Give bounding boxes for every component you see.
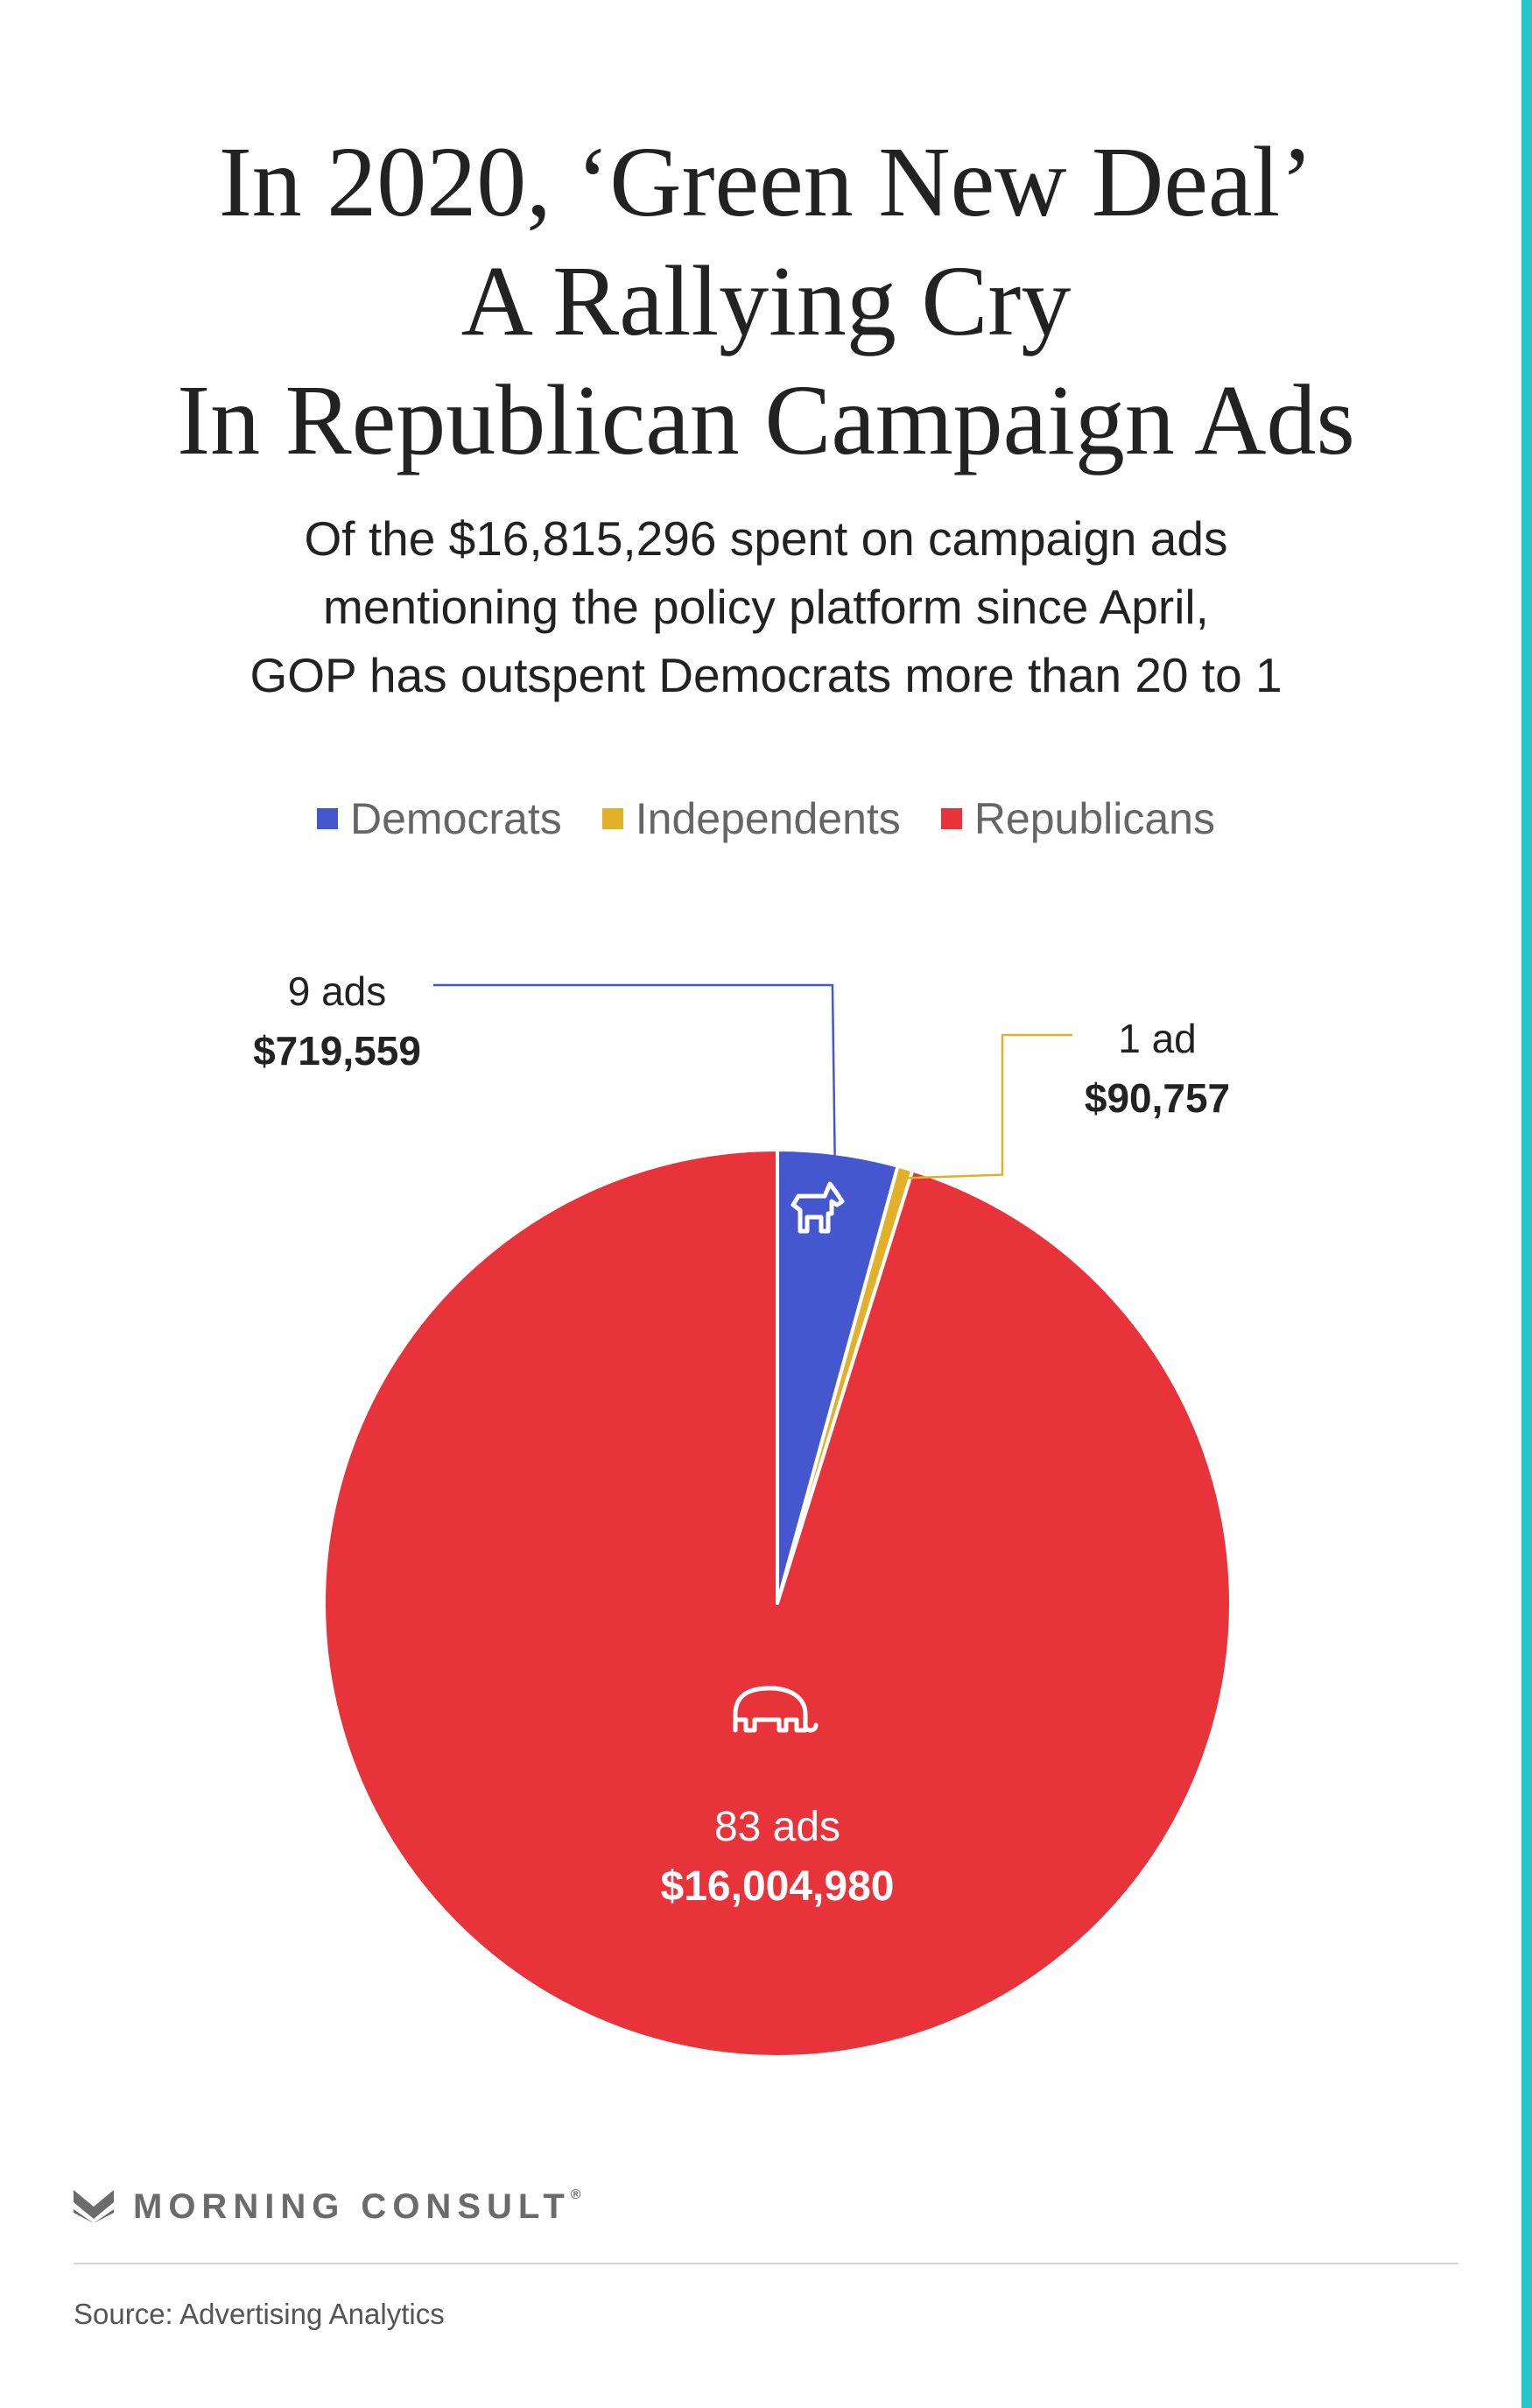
morning-consult-m-icon [74, 2190, 114, 2223]
legend-item-democrats: Democrats [317, 793, 562, 844]
title-line-1: In 2020, ‘Green New Deal’ [218, 126, 1314, 237]
legend-swatch-republicans [940, 808, 962, 829]
legend-swatch-independents [601, 808, 623, 829]
brand-name-text: MORNING CONSULT [133, 2186, 571, 2226]
legend-item-republicans: Republicans [940, 793, 1215, 844]
footer-divider [74, 2263, 1458, 2264]
data-label-democrats-ads: 9 ads [288, 968, 387, 1014]
title-line-3: In Republican Campaign Ads [177, 364, 1355, 475]
legend-label-republicans: Republicans [973, 794, 1215, 843]
data-label-republicans-ads: 83 ads [714, 1804, 840, 1850]
data-label-independents-ads: 1 ad [1118, 1016, 1197, 1061]
callout-dot-independents [896, 1172, 908, 1184]
chart-title: In 2020, ‘Green New Deal’ A Rallying Cry… [0, 123, 1532, 480]
registered-mark: ® [570, 2186, 581, 2202]
subtitle-line-3: GOP has outspent Democrats more than 20 … [249, 648, 1283, 702]
legend-label-independents: Independents [635, 794, 901, 843]
data-label-democrats-spend: $719,559 [253, 1028, 421, 1074]
callout-line-democrats [433, 983, 837, 1177]
data-label-republicans-spend: $16,004,980 [661, 1863, 895, 1910]
subtitle-line-2: mentioning the policy platform since Apr… [323, 580, 1209, 634]
callout-line-independents [902, 1033, 1072, 1179]
legend-item-independents: Independents [601, 793, 901, 844]
chart-subtitle: Of the $16,815,296 spent on campaign ads… [0, 504, 1532, 709]
source-note: Source: Advertising Analytics [74, 2298, 445, 2330]
brand-name: MORNING CONSULT® [133, 2187, 581, 2227]
chart-legend: Democrats Independents Republicans [0, 792, 1532, 845]
title-line-2: A Rallying Cry [460, 245, 1072, 356]
callout-dot-democrats [829, 1171, 840, 1182]
legend-swatch-democrats [317, 808, 339, 829]
data-label-independents-spend: $90,757 [1085, 1075, 1230, 1121]
elephant-icon [733, 1686, 819, 1733]
pie-slice-republicans [322, 1148, 1233, 2059]
legend-label-democrats: Democrats [350, 794, 562, 843]
donkey-icon [791, 1181, 845, 1234]
accent-bar [1521, 0, 1532, 2408]
brand: MORNING CONSULT® [74, 2182, 581, 2231]
subtitle-line-1: Of the $16,815,296 spent on campaign ads [304, 511, 1228, 566]
